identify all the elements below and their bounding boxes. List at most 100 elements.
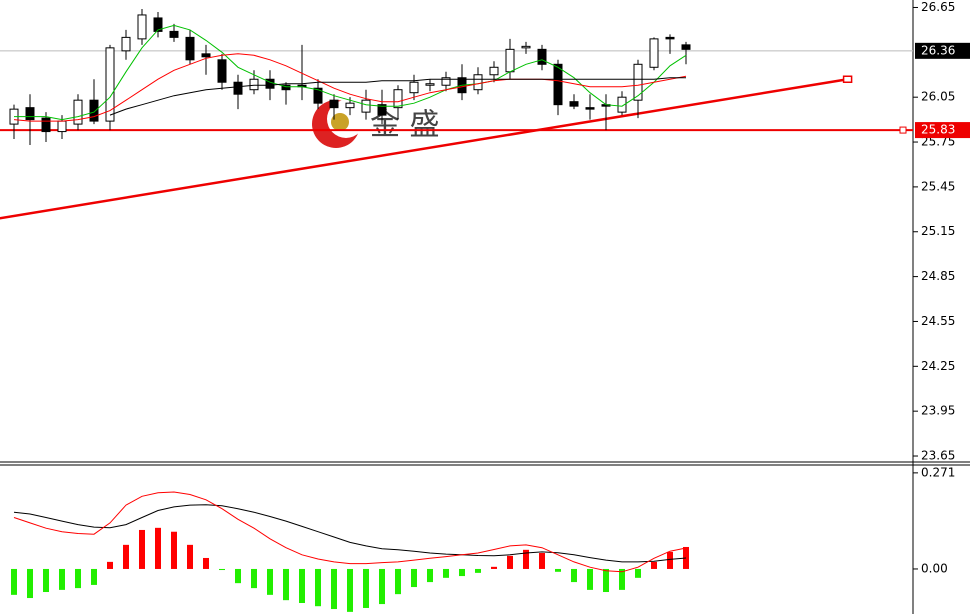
histogram-bar (203, 557, 209, 569)
candle-body (553, 63, 563, 106)
histogram-bar (427, 568, 433, 583)
histogram-bar (491, 566, 497, 569)
candle-body (57, 120, 67, 133)
candle-body (249, 78, 259, 91)
candle-body (441, 77, 451, 86)
hline-price-label: 25.83 (921, 123, 955, 137)
histogram-bar (171, 531, 177, 569)
histogram-bar (507, 555, 513, 569)
histogram-bar (267, 568, 273, 595)
y-tick-label: 24.55 (921, 314, 955, 328)
histogram-bar (379, 568, 385, 605)
histogram-bar (107, 561, 113, 569)
candle-body (137, 14, 147, 40)
histogram-bar (235, 568, 241, 584)
macd-line (13, 491, 687, 573)
candle-body (473, 74, 483, 91)
candle-body (569, 101, 579, 107)
candle-body (313, 87, 323, 104)
candle-body (217, 59, 227, 83)
candle-body (489, 66, 499, 76)
moving-average (13, 53, 687, 122)
macd-line (13, 504, 687, 563)
histogram-bar (315, 568, 321, 607)
histogram-bar (443, 568, 449, 578)
histogram-bar (283, 568, 289, 601)
last-price-box (915, 42, 970, 59)
candle-body (665, 36, 675, 40)
moving-average (14, 24, 687, 121)
histogram-bar (11, 568, 17, 595)
y-tick-label: 23.65 (921, 449, 955, 463)
y-tick-label: 0.271 (921, 465, 955, 479)
y-tick-label: 25.15 (921, 224, 955, 238)
trendline (0, 78, 848, 220)
histogram-bar (555, 568, 561, 572)
candle-body (105, 47, 115, 122)
histogram-bar (27, 568, 33, 599)
candle-body (521, 45, 531, 49)
candle-body (185, 36, 195, 61)
y-tick-label: 26.05 (921, 90, 955, 104)
candle-body (201, 53, 211, 58)
histogram-bar (603, 568, 609, 593)
histogram-bar (523, 549, 529, 569)
candle-body (233, 81, 243, 95)
histogram-bar (635, 568, 641, 578)
histogram-bar (587, 568, 593, 590)
candle-body (505, 48, 515, 73)
histogram-bar (187, 544, 193, 569)
histogram-bar (619, 568, 625, 590)
y-tick-label: 26.65 (921, 0, 955, 14)
histogram-bar (299, 568, 305, 604)
candle-body (425, 83, 435, 86)
candle-body (41, 117, 51, 133)
histogram-bar (683, 546, 689, 569)
y-tick-label: 24.85 (921, 269, 955, 283)
histogram-bar (395, 568, 401, 595)
hline-price-box (915, 122, 970, 139)
histogram-bar (347, 568, 353, 612)
histogram-bar (667, 551, 673, 569)
candle-body (361, 99, 371, 113)
candle-body (681, 44, 691, 50)
candle-body (73, 99, 83, 125)
histogram-bar (155, 527, 161, 569)
histogram-bar (411, 568, 417, 588)
line-handle (842, 75, 853, 83)
histogram-bar (43, 568, 49, 593)
candle-body (537, 48, 547, 65)
logo-coin (331, 113, 349, 131)
y-tick-label: 25.45 (921, 179, 955, 193)
histogram-bar (91, 568, 97, 585)
candle-body (377, 104, 387, 116)
histogram-bar (331, 568, 337, 610)
histogram-bar (363, 568, 369, 608)
line-handle (899, 126, 907, 134)
candle-body (617, 96, 627, 113)
candle-body (329, 99, 339, 109)
histogram-bar (651, 561, 657, 569)
candle-body (169, 30, 179, 38)
histogram-bar (59, 568, 65, 590)
histogram-bar (219, 568, 225, 571)
histogram-bar (459, 568, 465, 577)
histogram-bar (123, 544, 129, 569)
histogram-bar (539, 553, 545, 569)
histogram-bar (475, 568, 481, 573)
y-tick-label: 23.95 (921, 404, 955, 418)
histogram-bar (571, 568, 577, 583)
moving-average (109, 77, 686, 116)
candle-body (89, 99, 99, 122)
candle-body (393, 89, 403, 109)
candle-body (281, 84, 291, 91)
candle-body (409, 81, 419, 94)
candle-body (121, 36, 131, 52)
histogram-bar (251, 568, 257, 589)
y-tick-label: 24.25 (921, 359, 955, 373)
candle-body (153, 17, 163, 32)
histogram-bar (139, 529, 145, 569)
candle-body (633, 63, 643, 101)
candle-body (649, 38, 659, 68)
